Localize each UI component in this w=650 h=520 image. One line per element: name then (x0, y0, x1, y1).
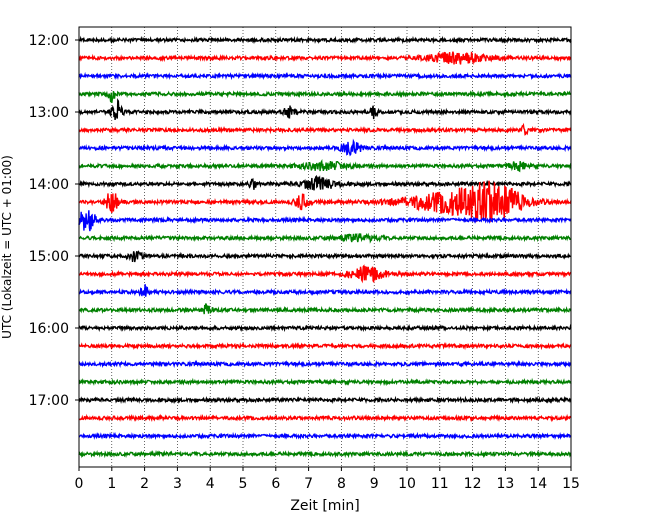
grid-lines (111, 27, 539, 467)
x-tick-label: 15 (562, 476, 580, 492)
trace-row-1730 (78, 431, 572, 441)
trace-row-1500 (78, 250, 572, 263)
plot-frame (78, 26, 572, 468)
trace-row-1600 (78, 323, 572, 333)
trace-row-1430 (78, 210, 572, 232)
trace-row-1630 (78, 359, 572, 369)
y-tick-label: 15:00 (29, 249, 69, 265)
trace-row-1415 (78, 180, 572, 223)
trace-row-1400 (78, 174, 572, 191)
x-tick-label: 2 (140, 476, 149, 492)
y-tick-label: 13:00 (29, 105, 69, 121)
x-tick-label: 9 (370, 476, 379, 492)
x-tick-label: 5 (239, 476, 248, 492)
x-tick-label: 4 (206, 476, 215, 492)
trace-row-1230 (78, 71, 572, 81)
trace-row-1615 (78, 341, 572, 351)
trace-row-1530 (78, 284, 572, 297)
x-tick-label: 1 (107, 476, 116, 492)
x-tick-label: 13 (496, 476, 514, 492)
x-tick-label: 6 (271, 476, 280, 492)
x-tick-label: 11 (431, 476, 449, 492)
trace-row-1445 (78, 232, 572, 244)
y-tick-label: 14:00 (29, 177, 69, 193)
y-axis-ticks: 12:00 13:00 14:00 15:00 16:00 17:00 (29, 33, 79, 409)
trace-row-1315 (78, 122, 572, 136)
y-axis-label: UTC (Lokalzeit = UTC + 01:00) (0, 155, 14, 339)
trace-row-1345 (78, 159, 572, 173)
trace-row-1515 (78, 264, 572, 284)
y-tick-label: 17:00 (29, 393, 69, 409)
trace-row-1545 (78, 303, 572, 315)
trace-row-1215 (78, 51, 572, 66)
trace-row-1745 (78, 449, 572, 459)
x-axis-label: Zeit [min] (290, 498, 359, 514)
trace-row-1700 (78, 395, 572, 405)
seismic-traces (78, 35, 572, 459)
x-tick-label: 3 (173, 476, 182, 492)
x-tick-label: 7 (304, 476, 313, 492)
x-tick-label: 0 (75, 476, 84, 492)
trace-row-1245 (78, 89, 572, 104)
trace-row-1330 (78, 138, 572, 157)
y-tick-label: 16:00 (29, 321, 69, 337)
x-tick-label: 8 (337, 476, 346, 492)
trace-row-1715 (78, 413, 572, 423)
y-tick-label: 12:00 (29, 33, 69, 49)
trace-row-1200 (78, 35, 572, 45)
x-tick-label: 12 (464, 476, 482, 492)
trace-row-1300 (78, 98, 572, 120)
x-axis-ticks: 0 1 2 3 4 5 6 7 8 9 10 11 12 13 14 15 (75, 467, 580, 492)
trace-row-1645 (78, 377, 572, 387)
x-tick-label: 10 (398, 476, 416, 492)
x-tick-label: 14 (529, 476, 547, 492)
